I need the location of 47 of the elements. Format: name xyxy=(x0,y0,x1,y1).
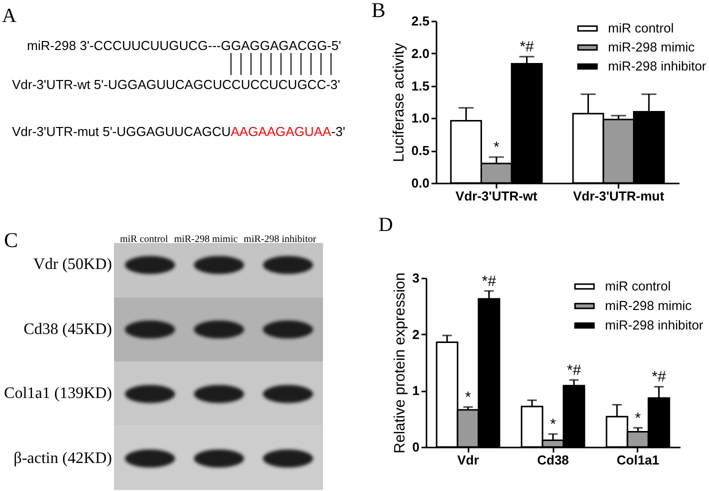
data-label: *# xyxy=(482,272,497,290)
y-tick-label: 0.0 xyxy=(411,176,430,190)
legend-label: miR control xyxy=(605,278,671,294)
text: C xyxy=(4,228,18,252)
y-tick-label: 2.0 xyxy=(411,46,430,61)
text: -3' xyxy=(331,124,346,139)
y-axis-title: Relative protein expression xyxy=(391,272,408,454)
data-label: *# xyxy=(652,368,667,386)
data-label: * xyxy=(635,410,642,427)
y-axis-title: Luciferase activity xyxy=(390,42,408,162)
y-tick-label: 0 xyxy=(412,440,420,454)
y-tick-label: 2 xyxy=(412,326,420,342)
x-tick-label: Vdr xyxy=(457,452,479,468)
data-label: *# xyxy=(566,362,582,379)
y-tick-label: 2.5 xyxy=(411,14,430,28)
category-label: miR-298 mimic xyxy=(174,234,238,245)
text: miR-298 3'-CCCUUCUUGUCG---GGAGGAGACGG-5' xyxy=(27,38,342,53)
data-label: * xyxy=(494,139,500,156)
category-label: Cd38 (45KD) xyxy=(24,320,112,338)
data-label: * xyxy=(465,389,472,406)
legend-label: miR-298 mimic xyxy=(608,40,696,54)
y-tick-label: 3 xyxy=(412,270,420,286)
y-tick-label: 1.5 xyxy=(411,78,430,94)
category-label: Col1a1 (139KD) xyxy=(4,385,112,402)
legend-label: miR-298 inhibitor xyxy=(608,58,707,74)
text: AAGAAGAGUAA xyxy=(230,124,332,139)
x-tick-label: Vdr-3'UTR-mut xyxy=(572,188,665,204)
legend-label: miR control xyxy=(608,20,674,36)
legend-label: miR-298 mimic xyxy=(605,298,692,313)
data-label: *# xyxy=(520,38,535,56)
x-tick-label: Col1a1 xyxy=(616,452,660,468)
y-tick-label: 0.5 xyxy=(411,143,430,158)
x-tick-label: Cd38 xyxy=(537,452,569,468)
text: A xyxy=(2,5,16,27)
category-label: miR-298 inhibitor xyxy=(244,234,316,245)
text: Vdr-3'UTR-mut 5'-UGGAGUUCAGCU xyxy=(12,124,231,139)
category-label: miR control xyxy=(120,234,168,245)
category-label: Vdr (50KD) xyxy=(33,256,112,273)
data-label: * xyxy=(550,416,556,434)
legend-label: miR-298 inhibitor xyxy=(605,318,704,332)
chart-title: B xyxy=(372,0,386,22)
y-tick-label: 1 xyxy=(412,383,420,398)
text: Vdr-3'UTR-wt 5'-UGGAGUUCAGCUCCUCCUCUGCC-3' xyxy=(12,77,340,92)
y-tick-label: 1.0 xyxy=(411,110,430,126)
x-tick-label: Vdr-3'UTR-wt xyxy=(456,188,538,204)
category-label: β-actin (42KD) xyxy=(14,450,112,466)
chart-title: D xyxy=(378,214,393,236)
